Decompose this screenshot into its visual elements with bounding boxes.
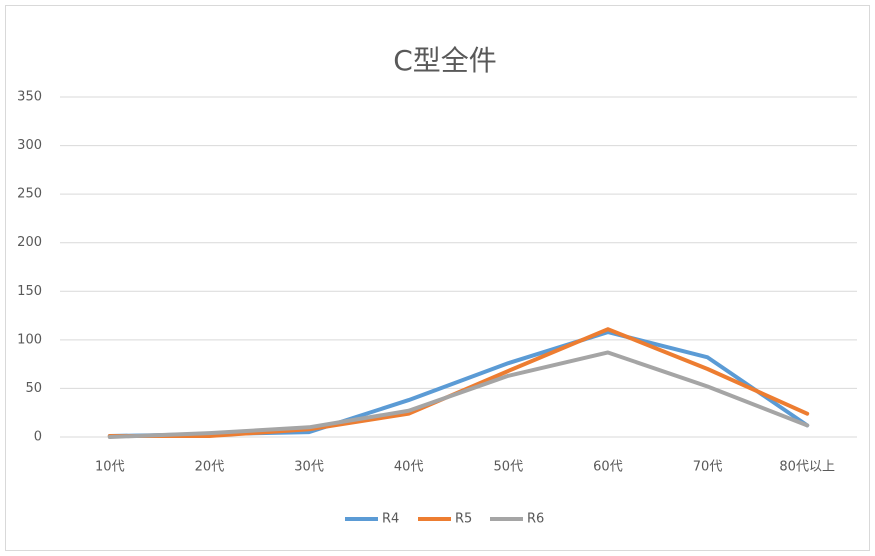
x-tick-label: 40代 bbox=[394, 460, 424, 475]
legend-label: R5 bbox=[455, 512, 472, 527]
y-tick-label: 300 bbox=[17, 138, 42, 153]
y-tick-label: 250 bbox=[17, 187, 42, 202]
x-tick-label: 50代 bbox=[494, 460, 524, 475]
y-tick-label: 0 bbox=[34, 430, 42, 445]
y-tick-label: 150 bbox=[17, 284, 42, 299]
x-tick-label: 30代 bbox=[294, 460, 324, 475]
legend-label: R4 bbox=[382, 512, 399, 527]
y-tick-label: 200 bbox=[17, 235, 42, 250]
line-series bbox=[107, 350, 810, 439]
x-tick-label: 80代以上 bbox=[779, 460, 835, 475]
legend-label: R6 bbox=[527, 512, 544, 527]
x-tick-label: 70代 bbox=[693, 460, 723, 475]
x-tick-label: 10代 bbox=[95, 460, 125, 475]
y-tick-label: 100 bbox=[17, 332, 42, 347]
x-tick-label: 20代 bbox=[195, 460, 225, 475]
x-tick-label: 60代 bbox=[593, 460, 623, 475]
y-tick-label: 350 bbox=[17, 90, 42, 105]
chart-title: C型全件 bbox=[393, 44, 497, 77]
chart-border bbox=[5, 5, 870, 551]
y-tick-label: 50 bbox=[25, 381, 42, 396]
